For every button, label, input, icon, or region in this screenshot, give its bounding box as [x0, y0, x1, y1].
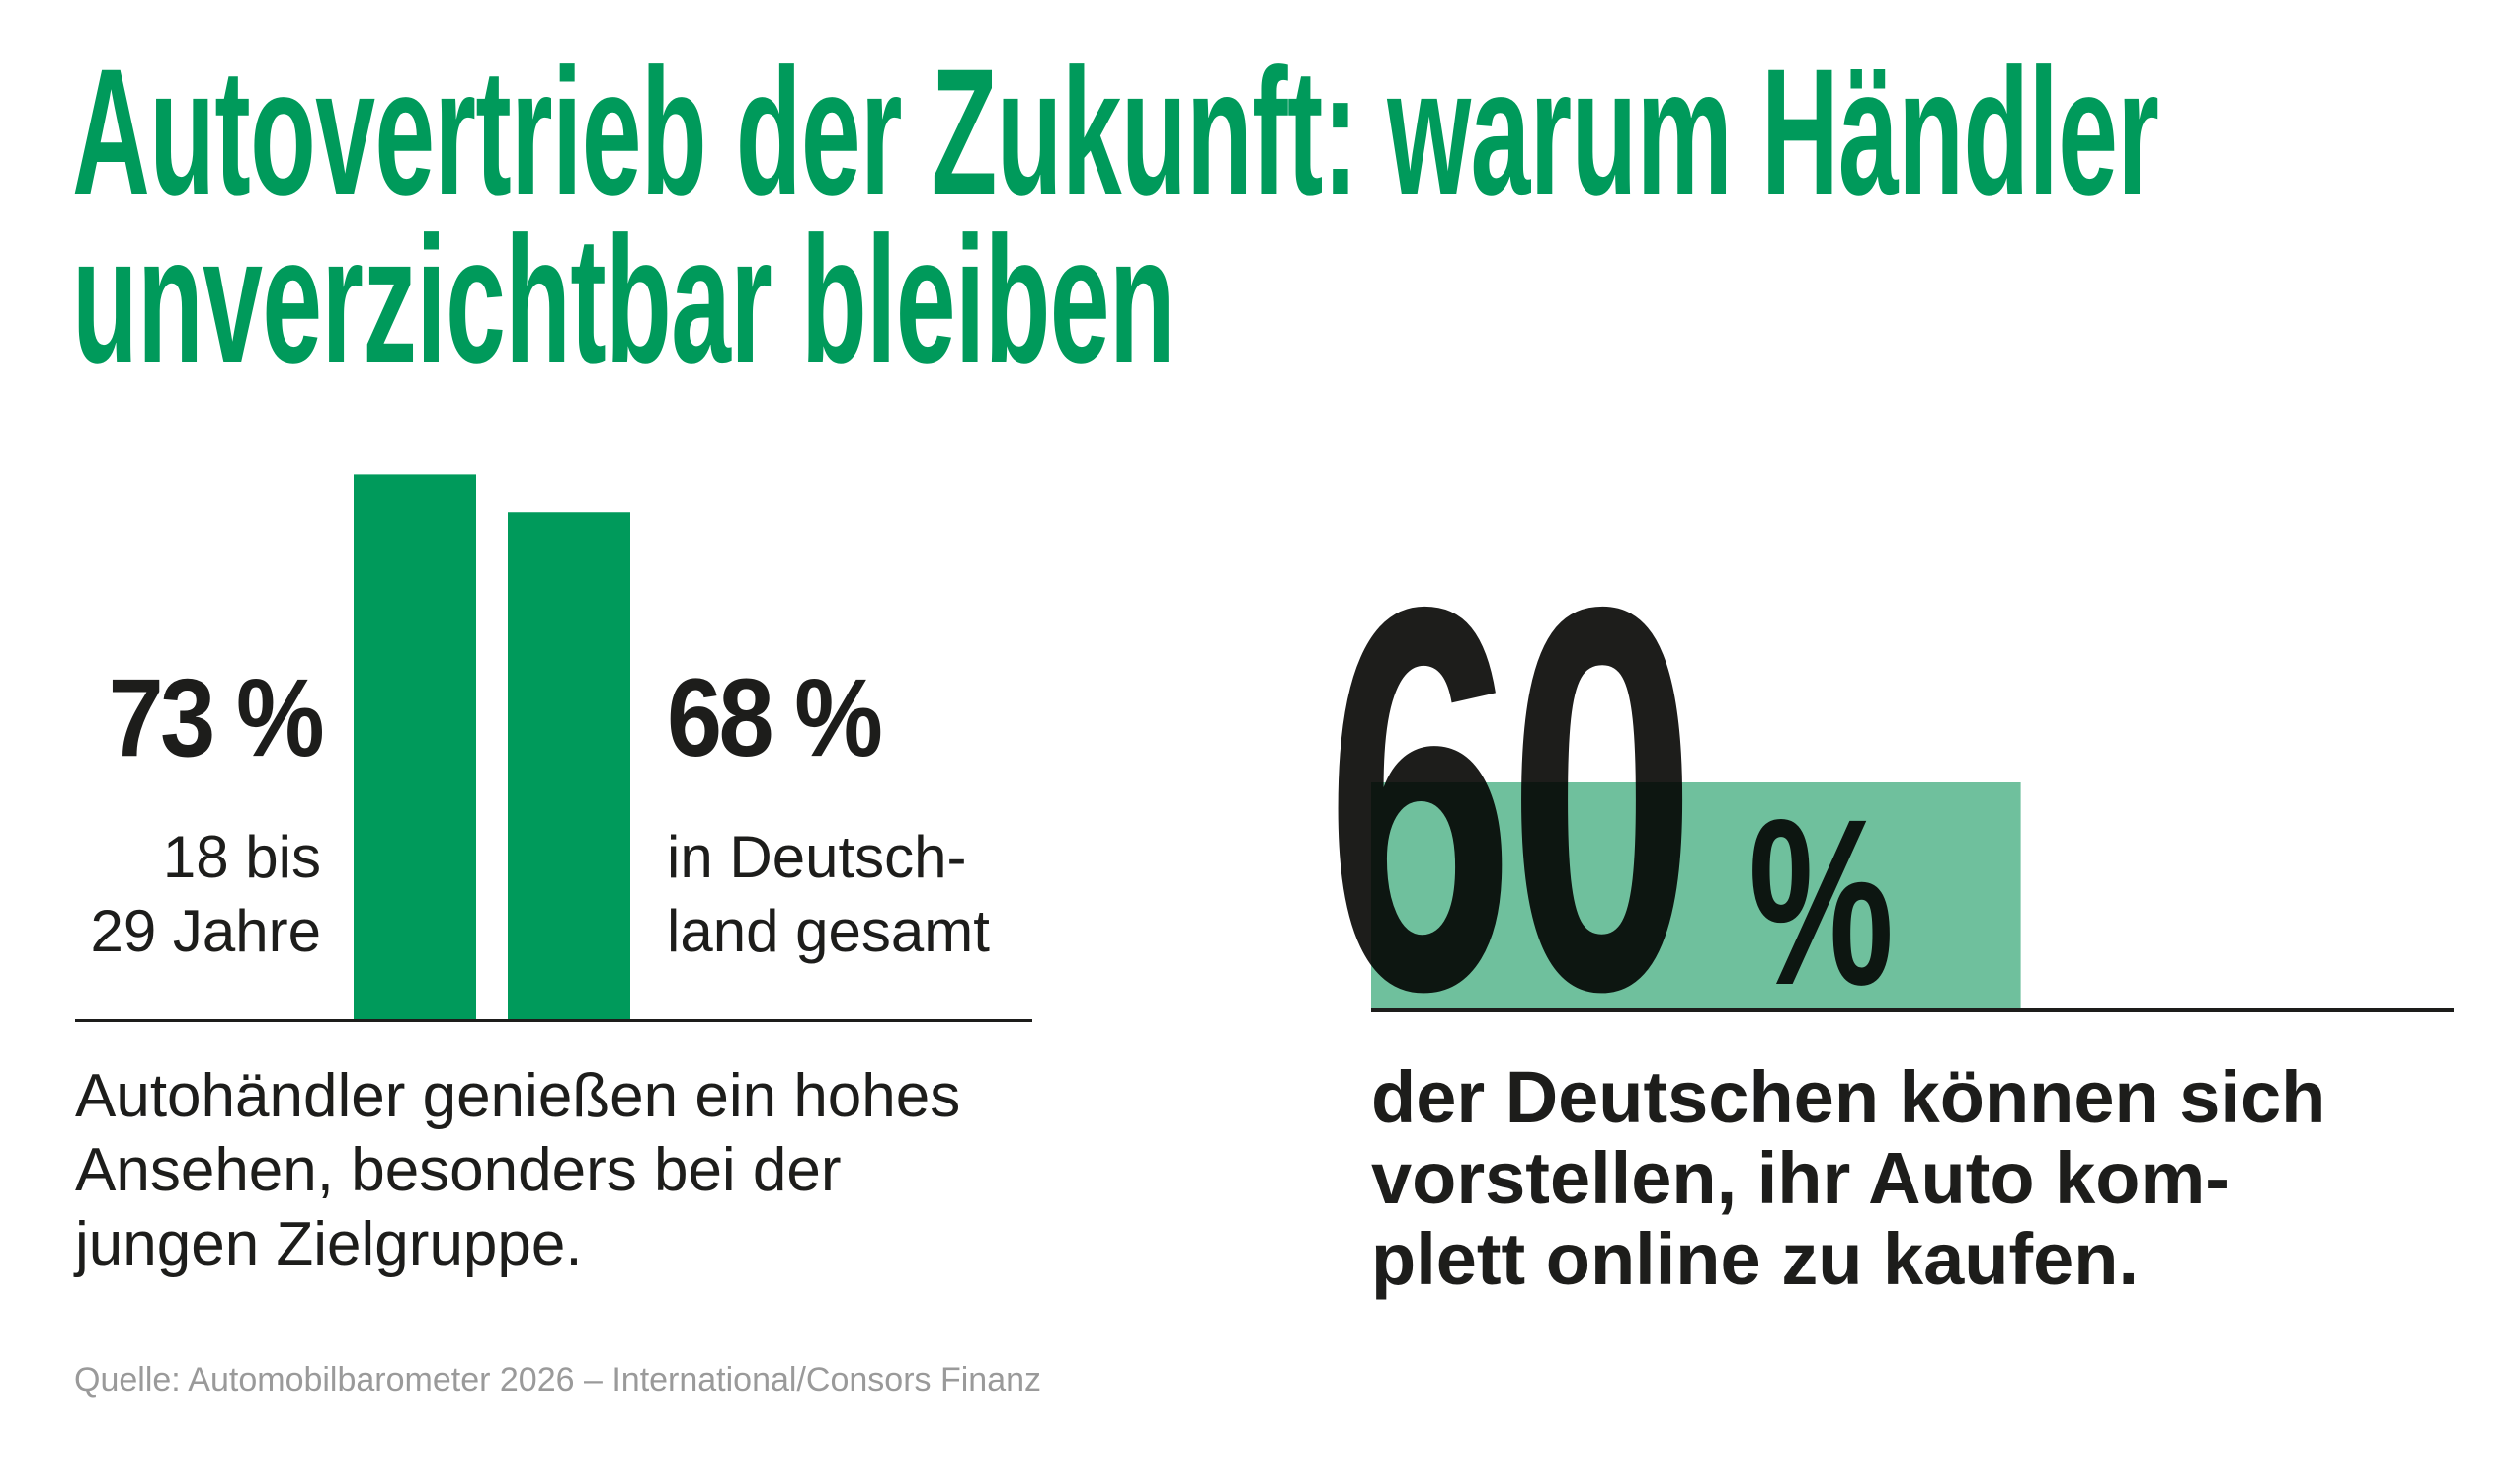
caption: der Deutschen können sich vorstellen, ih…	[1371, 1056, 2326, 1300]
source: Quelle: Automobilbarometer 2026 – Intern…	[74, 1361, 1042, 1399]
category-label: in Deutsch- land gesamt	[667, 824, 990, 964]
value-label: 68 %	[667, 656, 880, 779]
bar	[508, 512, 630, 1021]
value-label: 73 %	[109, 656, 322, 779]
bar	[354, 474, 476, 1021]
bar	[1371, 782, 2021, 1010]
title: Autovertrieb der Zukunft: warum Händler …	[72, 31, 2159, 400]
caption: Autohändler genießen ein hohes Ansehen, …	[75, 1062, 961, 1278]
category-label: 18 bis 29 Jahre	[90, 824, 322, 964]
